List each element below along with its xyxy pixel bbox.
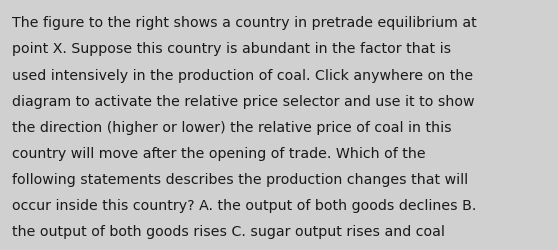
- Text: diagram to activate the relative price selector and use it to show: diagram to activate the relative price s…: [12, 94, 475, 108]
- Text: occur inside this country? A. the output of both goods declines B.: occur inside this country? A. the output…: [12, 198, 477, 212]
- Text: country will move after the opening of trade. Which of the: country will move after the opening of t…: [12, 146, 426, 160]
- Text: the output of both goods rises C. sugar output rises and coal: the output of both goods rises C. sugar …: [12, 224, 445, 238]
- Text: point X. Suppose this country is abundant in the factor that is: point X. Suppose this country is abundan…: [12, 42, 451, 56]
- Text: used intensively in the production of coal. Click anywhere on the: used intensively in the production of co…: [12, 68, 473, 82]
- Text: following statements describes the production changes that will: following statements describes the produ…: [12, 172, 468, 186]
- Text: The figure to the right shows a country in pretrade equilibrium at: The figure to the right shows a country …: [12, 16, 477, 30]
- Text: the direction (higher or lower) the relative price of coal in this: the direction (higher or lower) the rela…: [12, 120, 452, 134]
